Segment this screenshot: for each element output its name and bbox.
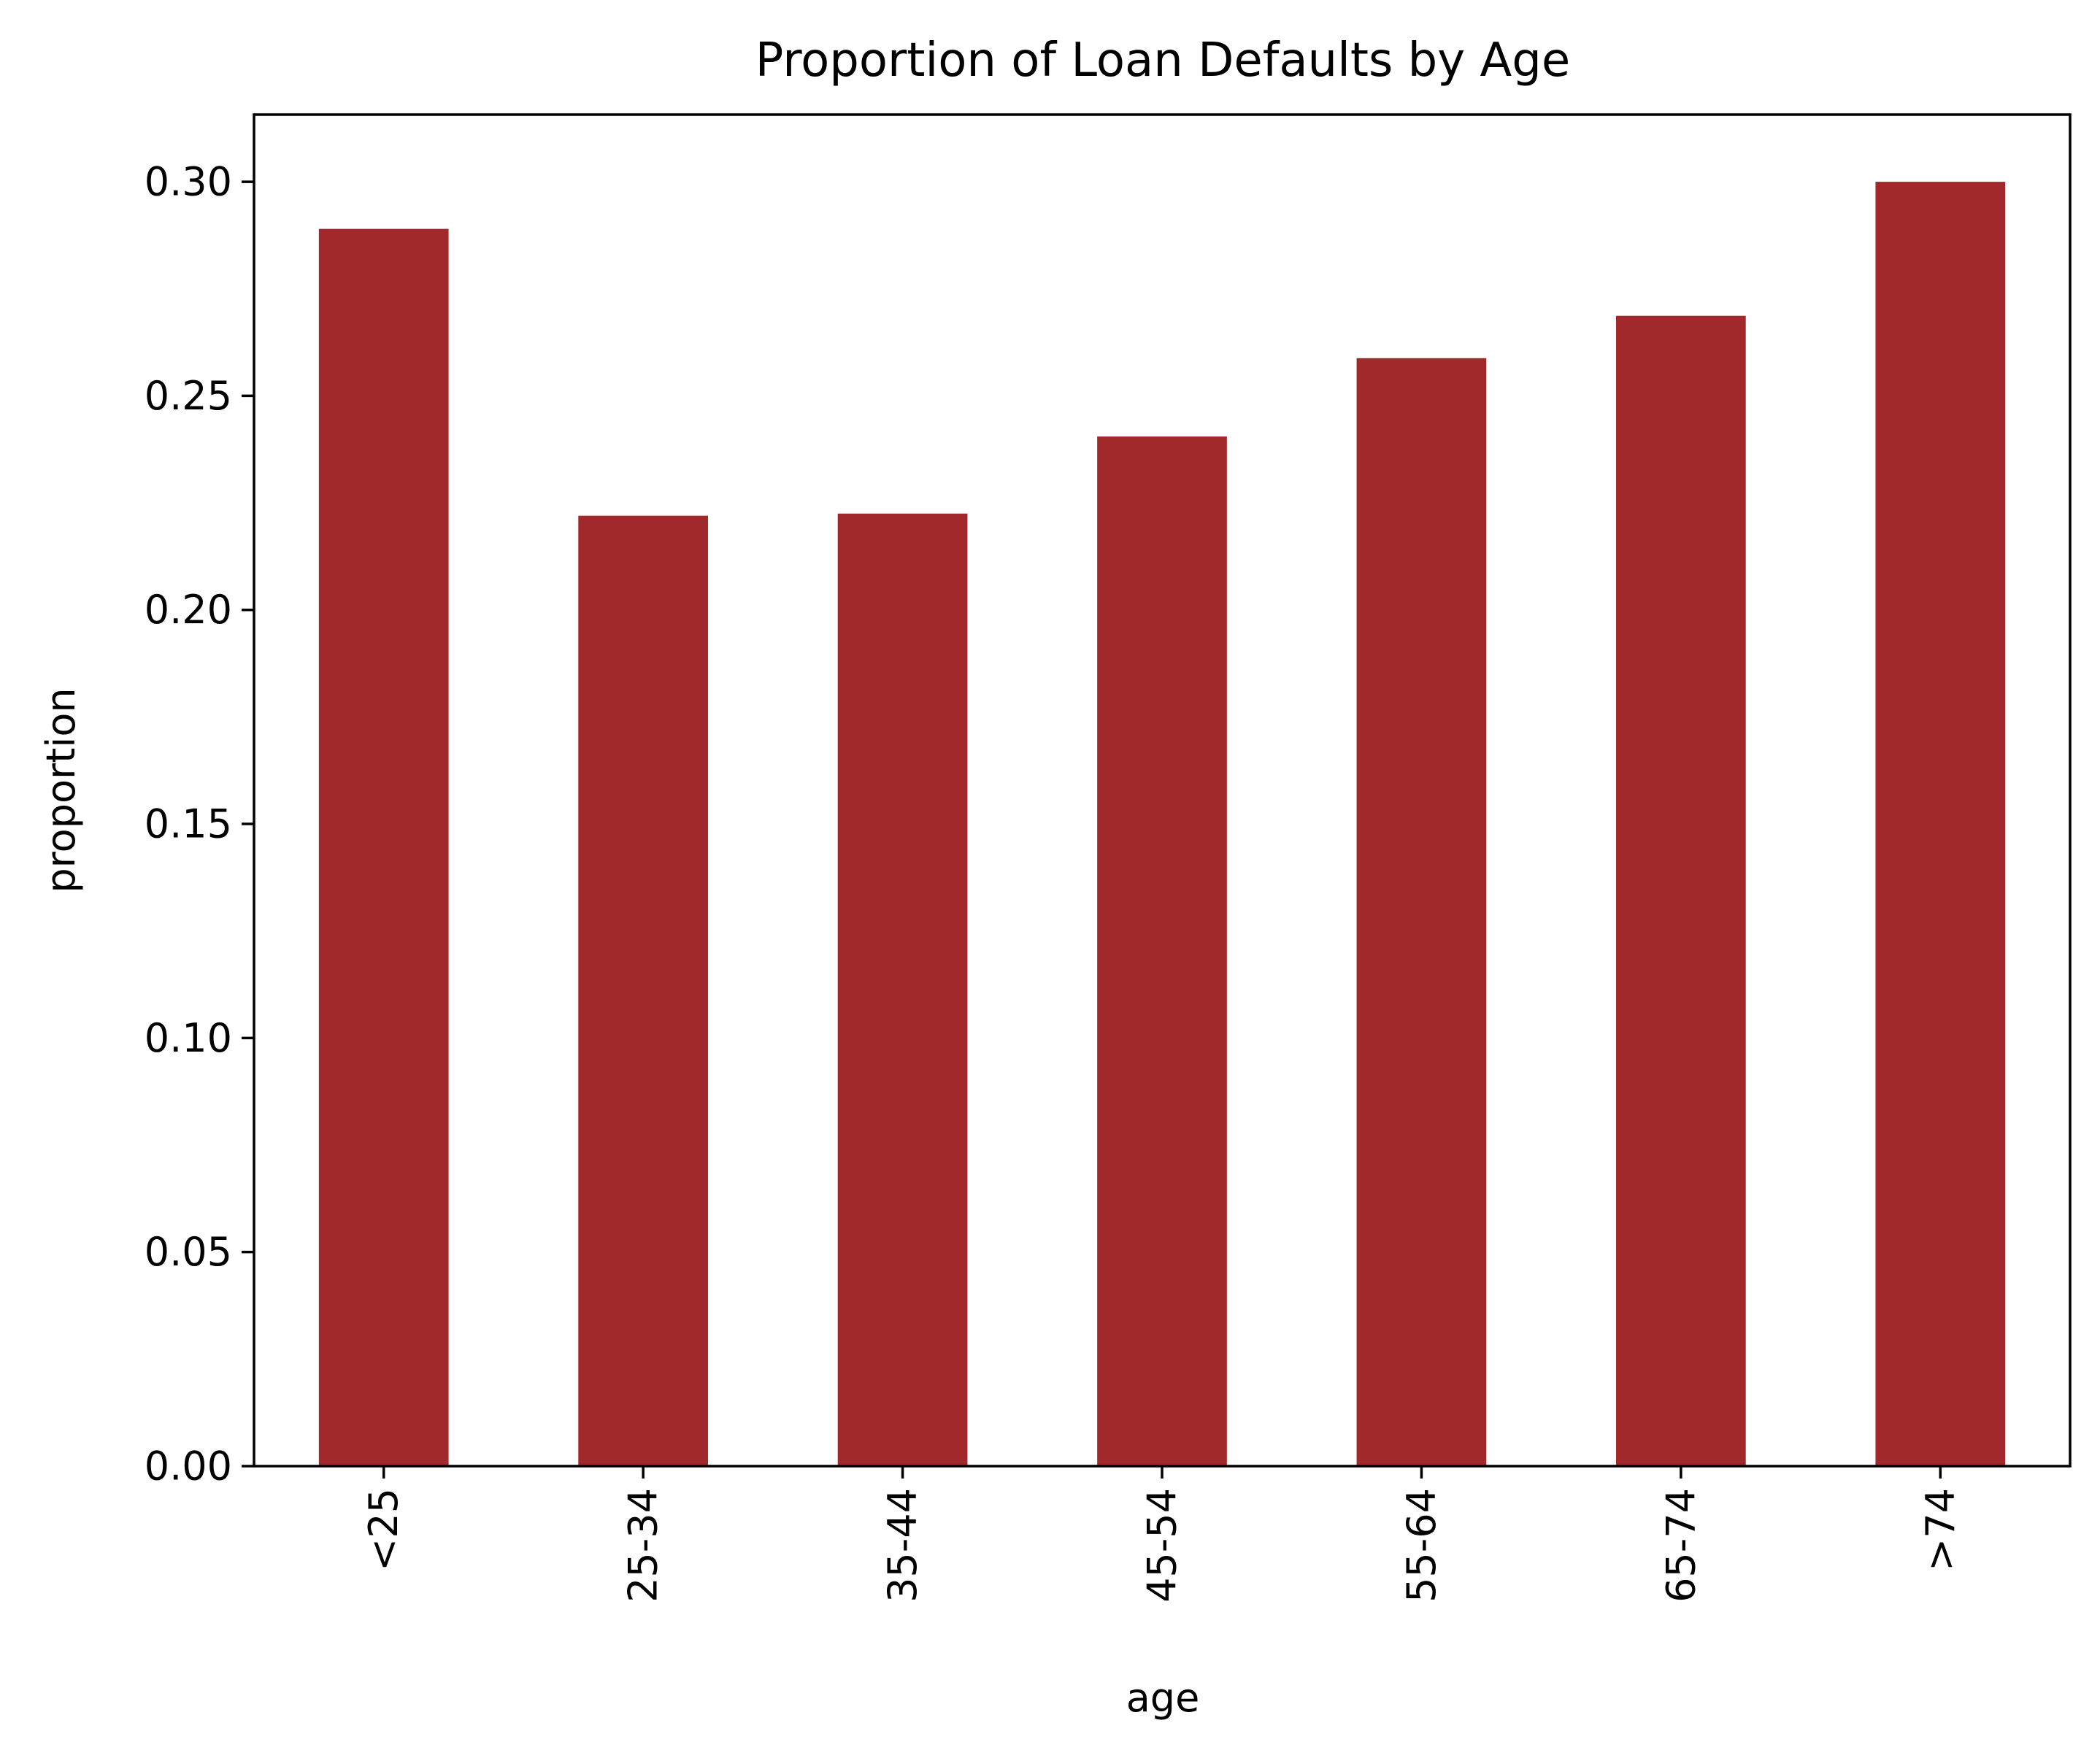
y-axis-label: proportion [38, 687, 84, 893]
bar-55-64 [1356, 358, 1487, 1467]
bar-65-74 [1616, 315, 1746, 1466]
x-tick-label: 65-74 [1658, 1488, 1704, 1603]
y-axis: 0.00 0.05 0.10 0.15 0.20 0.25 0.30 [145, 159, 254, 1489]
y-tick-label: 0.00 [145, 1443, 232, 1489]
chart-title: Proportion of Loan Defaults by Age [755, 34, 1571, 88]
bars-group [318, 182, 2006, 1467]
bar-45-54 [1097, 436, 1227, 1466]
y-tick-label: 0.10 [145, 1015, 232, 1061]
x-axis: <25 25-34 35-44 45-54 55-64 65-74 >74 [361, 1466, 1964, 1603]
x-tick-label: >74 [1918, 1488, 1964, 1571]
y-tick-label: 0.30 [145, 159, 232, 205]
bar-35-44 [837, 513, 968, 1466]
x-tick-label: 25-34 [620, 1488, 666, 1603]
x-axis-label: age [1126, 1675, 1200, 1721]
bar->74 [1875, 182, 2006, 1467]
x-tick-label: 45-54 [1139, 1488, 1185, 1603]
bar-25-34 [578, 515, 708, 1466]
y-tick-label: 0.05 [145, 1229, 232, 1275]
y-tick-label: 0.15 [145, 801, 232, 847]
y-tick-label: 0.25 [145, 373, 232, 419]
y-tick-label: 0.20 [145, 587, 232, 633]
x-tick-label: <25 [361, 1488, 407, 1571]
bar-<25 [318, 228, 449, 1466]
x-tick-label: 55-64 [1399, 1488, 1445, 1603]
x-tick-label: 35-44 [880, 1488, 926, 1603]
